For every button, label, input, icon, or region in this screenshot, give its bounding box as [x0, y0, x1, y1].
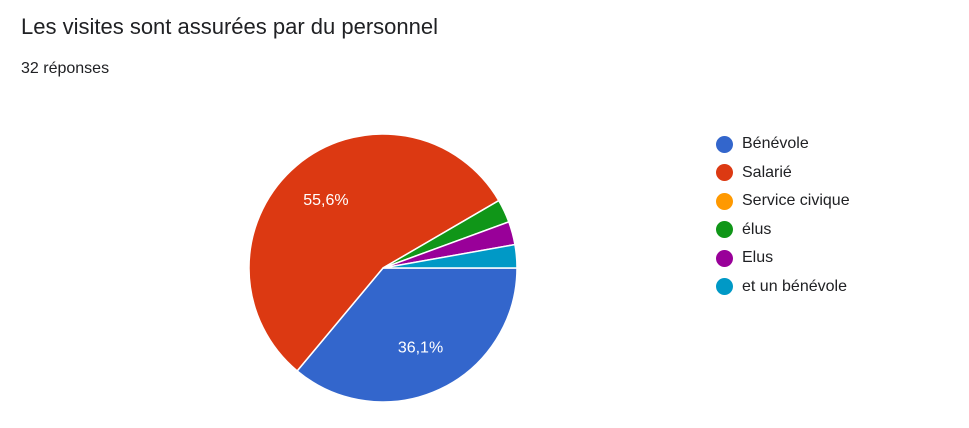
legend-label-1: Salarié [742, 163, 792, 181]
legend-item-3[interactable]: élus [716, 216, 850, 245]
pie-slices [248, 133, 518, 403]
pie-data-label-1: 55,6% [303, 192, 348, 209]
legend-item-0[interactable]: Bénévole [716, 130, 850, 159]
pie-slice-0[interactable] [296, 267, 518, 403]
legend-item-5[interactable]: et un bénévole [716, 273, 850, 302]
pie-slice-1[interactable] [248, 133, 500, 372]
legend-item-1[interactable]: Salarié [716, 159, 850, 188]
chart-title: Les visites sont assurées par du personn… [21, 14, 439, 39]
legend-label-4: Elus [742, 249, 774, 267]
legend-swatch-2 [716, 192, 733, 210]
legend-item-2[interactable]: Service civique [716, 187, 850, 216]
legend-label-5: et un bénévole [742, 277, 847, 295]
legend-label-0: Bénévole [742, 135, 809, 153]
pie-slice-5[interactable] [382, 243, 518, 269]
legend-swatch-1 [716, 164, 733, 182]
legend-swatch-4 [716, 249, 733, 267]
legend-swatch-5 [716, 278, 733, 296]
legend-item-4[interactable]: Elus [716, 244, 850, 273]
pie-labels: 36,1% 55,6% [303, 192, 443, 357]
legend-label-2: Service civique [742, 192, 850, 210]
legend-label-3: élus [742, 220, 772, 238]
legend-swatch-0 [716, 135, 733, 153]
legend-swatch-3 [716, 221, 733, 239]
legend: Bénévole Salarié Service civique élus Elus et… [716, 130, 850, 301]
pie-data-label-0: 36,1% [398, 340, 443, 357]
response-count: 32 réponses [21, 60, 110, 77]
